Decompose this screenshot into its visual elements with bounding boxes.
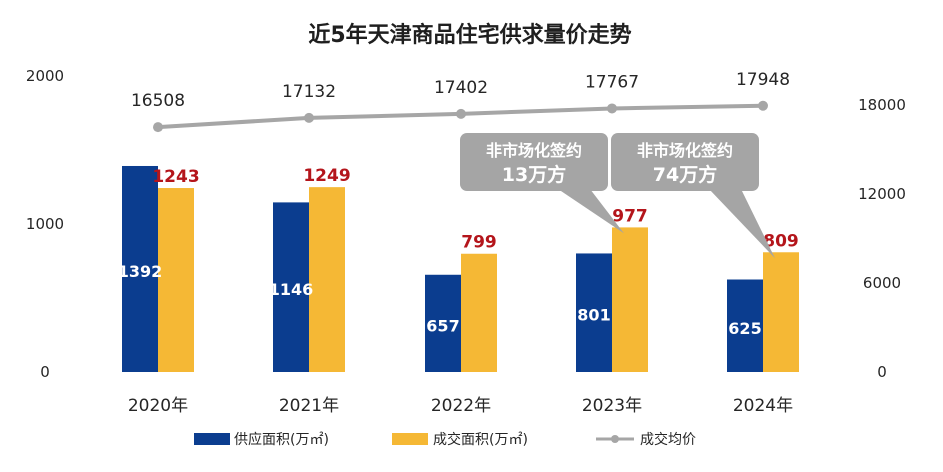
supply-value-label: 1392 xyxy=(118,262,163,281)
supply-bar xyxy=(425,274,461,372)
supply-value-label: 1146 xyxy=(269,280,314,299)
price-point xyxy=(304,112,314,123)
price-value-label: 16508 xyxy=(131,91,185,111)
deal-bar xyxy=(612,227,648,372)
right-axis-tick: 12000 xyxy=(858,185,906,203)
deal-value-label: 1249 xyxy=(303,166,350,186)
callout-pointer xyxy=(558,189,624,234)
deal-value-label: 977 xyxy=(612,206,648,226)
supply-bar xyxy=(273,202,309,372)
left-axis-tick: 2000 xyxy=(26,67,64,85)
line-layer: 16508 17132 17402 17767 17948 xyxy=(131,70,790,133)
left-axis-tick: 1000 xyxy=(26,215,64,233)
price-point xyxy=(607,103,617,114)
right-axis: 0 6000 12000 18000 xyxy=(858,96,906,381)
chart-title: 近5年天津商品住宅供求量价走势 xyxy=(308,22,631,48)
legend-swatch-supply xyxy=(194,433,230,445)
deal-value-label: 809 xyxy=(763,231,799,251)
callout-pointer xyxy=(709,189,775,259)
price-point xyxy=(153,122,163,133)
supply-bar xyxy=(727,279,763,372)
deal-bar xyxy=(158,188,194,372)
category-label: 2024年 xyxy=(733,396,793,416)
legend-label-supply: 供应面积(万㎡) xyxy=(234,431,329,448)
left-axis: 0 1000 2000 xyxy=(26,67,64,381)
left-axis-tick: 0 xyxy=(40,363,50,381)
legend-label-deal: 成交面积(万㎡) xyxy=(433,431,528,448)
price-value-label: 17402 xyxy=(434,78,488,98)
right-axis-tick: 18000 xyxy=(858,96,906,114)
category-label: 2021年 xyxy=(279,396,339,416)
supply-value-label: 625 xyxy=(728,319,761,338)
category-label: 2020年 xyxy=(128,396,188,416)
legend-swatch-deal xyxy=(392,433,428,445)
supply-value-label: 801 xyxy=(577,306,610,325)
bars-layer: 1392 1243 1146 1249 657 799 801 977 625 809 xyxy=(118,165,799,372)
callout-line1: 非市场化签约 xyxy=(486,141,582,160)
supply-value-label: 657 xyxy=(426,316,459,335)
callout-box xyxy=(611,133,759,191)
callout-line2: 13万方 xyxy=(502,163,566,186)
callout-box xyxy=(460,133,608,191)
supply-bar xyxy=(576,253,612,372)
legend-marker-price xyxy=(611,435,619,443)
price-value-label: 17132 xyxy=(282,82,336,102)
legend: 供应面积(万㎡) 成交面积(万㎡) 成交均价 xyxy=(194,431,696,448)
category-label: 2023年 xyxy=(582,396,642,416)
callout: 非市场化签约 13万方 xyxy=(460,133,624,234)
category-label: 2022年 xyxy=(431,396,491,416)
category-axis: 2020年 2021年 2022年 2023年 2024年 xyxy=(128,396,793,416)
price-value-label: 17767 xyxy=(585,72,639,92)
right-axis-tick: 0 xyxy=(877,363,887,381)
deal-value-label: 1243 xyxy=(152,167,199,187)
deal-bar xyxy=(461,253,497,372)
price-point xyxy=(758,100,768,111)
callout-layer: 非市场化签约 13万方 非市场化签约 74万方 xyxy=(460,133,775,259)
callout: 非市场化签约 74万方 xyxy=(611,133,775,259)
legend-label-price: 成交均价 xyxy=(640,431,696,448)
callout-line2: 74万方 xyxy=(653,163,717,186)
callout-line1: 非市场化签约 xyxy=(637,141,733,160)
deal-value-label: 799 xyxy=(461,233,497,253)
right-axis-tick: 6000 xyxy=(863,274,901,292)
price-value-label: 17948 xyxy=(736,70,790,90)
price-point xyxy=(456,108,466,119)
supply-bar xyxy=(122,165,158,372)
deal-bar xyxy=(763,252,799,372)
deal-bar xyxy=(309,187,345,372)
